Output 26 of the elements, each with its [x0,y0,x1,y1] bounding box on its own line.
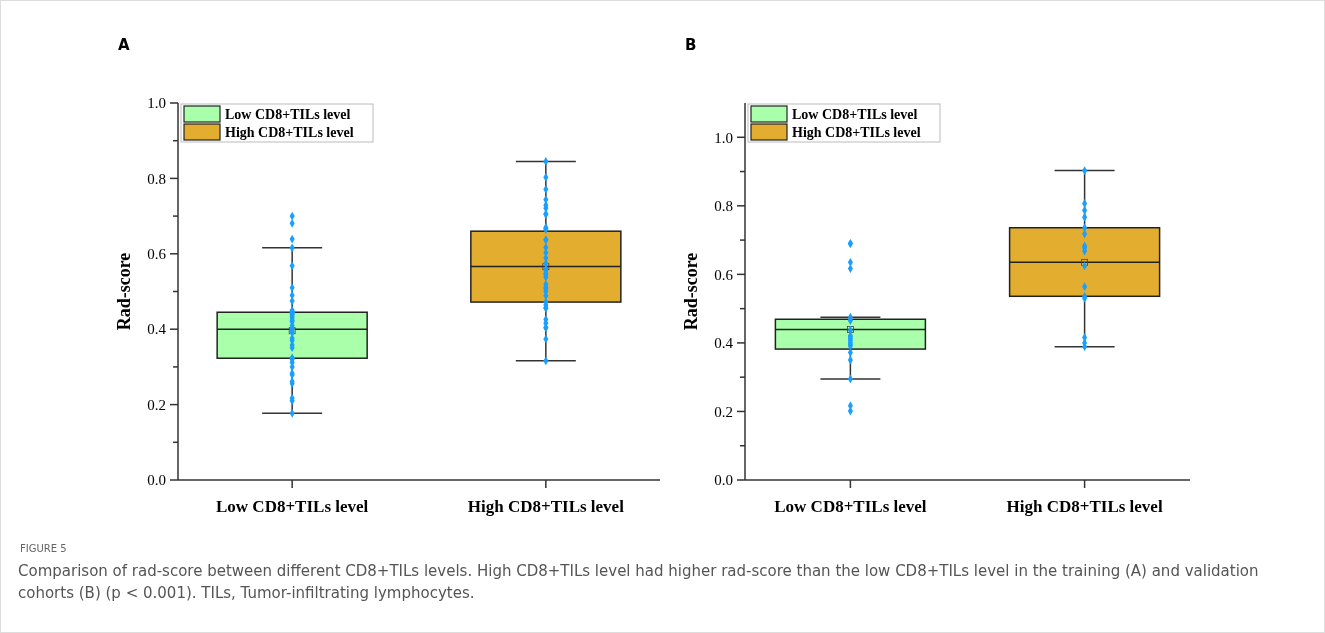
legend-label: High CD8+TILs level [225,125,354,140]
caption: FIGURE 5 [20,543,67,554]
y-axis-title: Rad-score [114,252,134,331]
legend-label: High CD8+TILs level [792,125,921,140]
y-tick-label: 0.8 [714,198,733,215]
y-tick-label: 0.2 [147,396,166,413]
y-tick-label: 0.8 [147,170,166,187]
y-tick-label: 0.0 [147,472,166,489]
chart-title: B [685,36,697,54]
y-tick-label: 0.2 [714,403,733,420]
legend-label: Low CD8+TILs level [225,107,351,122]
y-tick-label: 0.6 [714,266,734,283]
y-tick-label: 0.4 [147,321,167,338]
legend-label: Low CD8+TILs level [792,107,918,122]
x-tick-label: Low CD8+TILs level [216,497,369,516]
y-tick-label: 1.0 [147,95,166,112]
x-tick-label: Low CD8+TILs level [774,497,927,516]
x-tick-label: High CD8+TILs level [467,497,625,516]
y-tick-label: 0.4 [714,335,734,352]
y-tick-label: 1.0 [714,129,733,146]
text: Comparison of rad-score between different CD8+TILs levels. High CD8+TILs level had higher rad-score than the low CD8+TILs level in the training (A) and validation cohorts (B) (p < 0.001). TILs, Tumor-infiltrating lymphocytes. [18,561,1260,604]
chart-title: A [118,36,130,54]
y-axis-title: Rad-score [681,252,701,331]
y-tick-label: 0.6 [147,246,167,263]
x-tick-label: High CD8+TILs level [1006,497,1163,516]
y-tick-label: 0.0 [714,472,733,489]
